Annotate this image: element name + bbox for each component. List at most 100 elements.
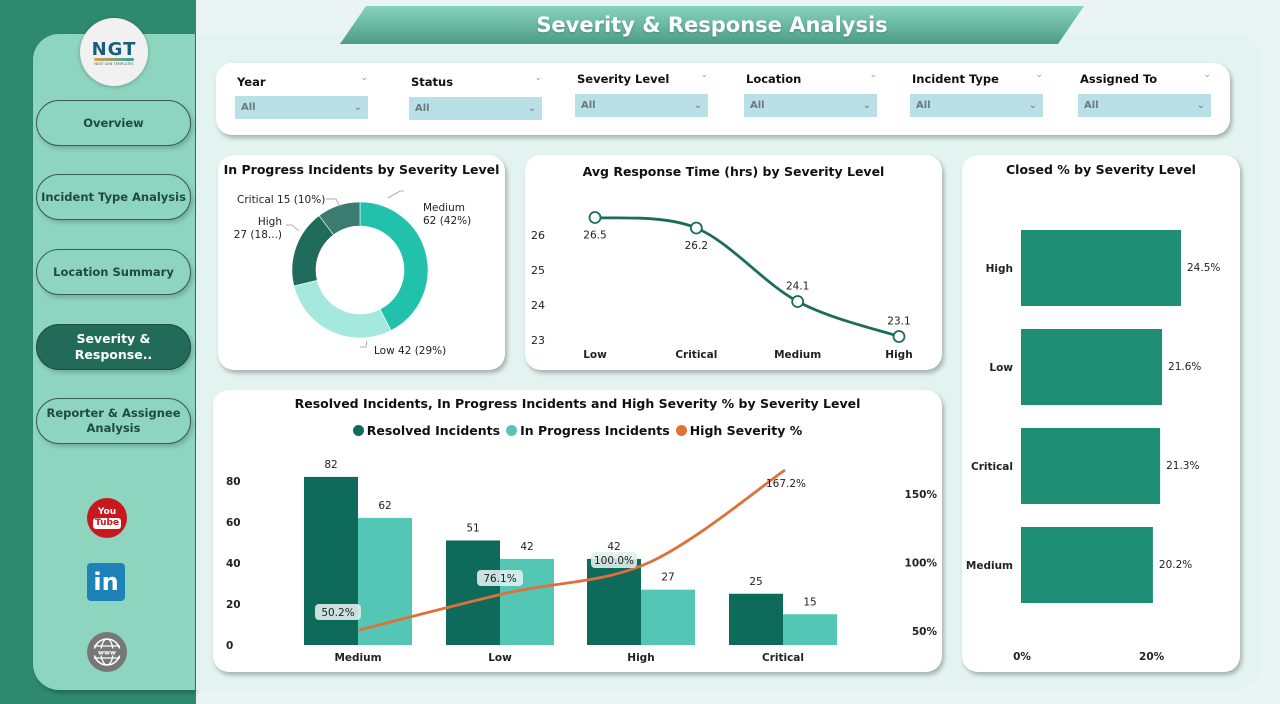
chevron-down-icon[interactable]: ⌄	[869, 70, 877, 80]
logo-subtitle: NEXT GEN TEMPLATES	[94, 61, 134, 66]
legend-item-resolved[interactable]: Resolved Incidents	[352, 423, 501, 438]
combo-line-data-label: 76.1%	[483, 573, 516, 585]
combo-x-tick: Critical	[762, 652, 804, 664]
filter-year-label: Year	[237, 75, 266, 89]
nav-overview-button[interactable]: Overview	[36, 100, 191, 146]
line-chart-title: Avg Response Time (hrs) by Severity Leve…	[582, 164, 885, 179]
line-data-label: 24.1	[786, 281, 809, 293]
globe-icon-text: www	[98, 649, 116, 657]
filter-status-dropdown[interactable]: All ⌄	[409, 97, 542, 120]
closed-data-label: 21.6%	[1168, 361, 1201, 373]
donut-slice-critical	[318, 201, 361, 236]
filter-location-dropdown[interactable]: All ⌄	[744, 94, 877, 117]
line-x-tick: High	[885, 349, 912, 361]
combo-bar-in-progress-critical	[783, 614, 837, 645]
filter-assigned-to-dropdown[interactable]: All ⌄	[1078, 94, 1211, 117]
logo-text: NGT	[91, 38, 137, 60]
legend-label: High Severity %	[689, 423, 803, 438]
filter-status-label: Status	[411, 75, 454, 89]
closed-data-label: 20.2%	[1159, 559, 1192, 571]
combo-chart: 0 20 40 60 80 50% 100% 150% 82 62 Medium 51 42 Low 42 2…	[226, 459, 938, 664]
combo-y-right-tick: 100%	[905, 558, 938, 570]
donut-data-label-low: Low 42 (29%)	[374, 345, 446, 357]
combo-data-label-in-progress: 27	[661, 572, 674, 584]
legend-item-in-progress[interactable]: In Progress Incidents	[506, 423, 670, 438]
filter-status-value: All	[415, 103, 430, 114]
website-globe-icon[interactable]: www	[87, 632, 127, 672]
line-x-tick: Medium	[774, 349, 821, 361]
combo-data-label-in-progress: 62	[378, 500, 391, 512]
chevron-down-icon[interactable]: ⌄	[534, 73, 542, 83]
donut-slice-low	[293, 279, 392, 339]
combo-line-label-bg	[315, 604, 361, 620]
youtube-icon[interactable]: You Tube	[87, 498, 127, 538]
youtube-icon-text-top: You	[97, 506, 117, 517]
nav-reporter-assignee-button[interactable]: Reporter & Assignee Analysis	[36, 398, 191, 444]
legend-item-high-severity[interactable]: High Severity %	[675, 423, 803, 438]
line-point-medium	[791, 295, 805, 308]
closed-bar-low	[1021, 329, 1163, 405]
closed-data-label: 24.5%	[1187, 262, 1220, 274]
filter-year-dropdown[interactable]: All ⌄	[235, 96, 368, 119]
donut-slice-medium	[359, 201, 429, 331]
combo-x-tick: High	[627, 652, 654, 664]
nav-severity-response-button[interactable]: Severity & Response..	[36, 324, 191, 370]
donut-leader-line-critical	[326, 198, 341, 208]
chevron-down-icon[interactable]: ⌄	[1035, 70, 1043, 80]
logo-swoosh	[94, 57, 134, 61]
filter-location-value: All	[750, 100, 765, 111]
closed-bar-critical	[1021, 428, 1161, 504]
combo-y-left-tick: 20	[226, 599, 241, 611]
chevron-down-icon[interactable]: ⌄	[1203, 70, 1211, 80]
line-data-label: 26.2	[685, 240, 708, 252]
line-y-tick: 25	[531, 264, 545, 277]
linkedin-icon-text: in	[93, 568, 119, 596]
closed-data-label: 21.3%	[1166, 460, 1199, 472]
legend-label: Resolved Incidents	[366, 423, 501, 438]
filter-incident-type-value: All	[916, 100, 931, 111]
line-x-tick: Low	[583, 349, 607, 361]
combo-bar-in-progress-medium	[358, 517, 412, 645]
closed-y-tick: Low	[989, 362, 1013, 374]
filter-assigned-to-label: Assigned To	[1080, 72, 1158, 86]
combo-chart-title: Resolved Incidents, In Progress Incident…	[294, 396, 861, 411]
combo-y-left-tick: 80	[226, 476, 241, 488]
logo[interactable]: NGT NEXT GEN TEMPLATES	[80, 18, 148, 86]
nav-incident-type-analysis-button[interactable]: Incident Type Analysis	[36, 174, 191, 220]
combo-x-tick: Medium	[334, 652, 381, 664]
chevron-down-icon[interactable]: ⌄	[360, 73, 368, 83]
combo-y-left-tick: 40	[226, 558, 241, 570]
combo-line-high-severity	[358, 468, 786, 632]
legend-dot-icon	[675, 425, 687, 436]
chevron-down-icon: ⌄	[1196, 100, 1205, 111]
donut-chart-title: In Progress Incidents by Severity Level	[223, 162, 500, 177]
chevron-down-icon[interactable]: ⌄	[700, 70, 708, 80]
closed-bar-chart: High 24.5% Low 21.6% Critical 21.3% Medium 20.2…	[966, 230, 1220, 663]
line-point-critical	[689, 221, 703, 235]
donut-data-label-medium: Medium	[423, 202, 465, 214]
chevron-down-icon: ⌄	[527, 103, 536, 114]
combo-data-label-resolved: 51	[466, 522, 479, 534]
nav-location-summary-button[interactable]: Location Summary	[36, 249, 191, 295]
line-data-label: 23.1	[887, 316, 910, 328]
combo-line-label-bg	[477, 570, 523, 586]
linkedin-icon[interactable]: in	[87, 563, 125, 601]
line-point-high	[892, 330, 906, 343]
line-y-tick: 26	[531, 229, 545, 242]
combo-y-left-tick: 60	[226, 517, 241, 529]
chevron-down-icon: ⌄	[862, 100, 871, 111]
resolved-inprogress-combo-card: Resolved Incidents, In Progress Incident…	[213, 390, 942, 672]
combo-bar-resolved-low	[446, 540, 500, 645]
filter-location-label: Location	[746, 72, 802, 86]
donut-data-label-high: 27 (18...)	[234, 229, 282, 241]
combo-line-data-label: 100.0%	[594, 555, 634, 567]
closed-percent-card: Closed % by Severity Level High 24.5% Low 2…	[962, 155, 1240, 672]
combo-data-label-resolved: 42	[607, 541, 620, 553]
filter-severity-level-dropdown[interactable]: All ⌄	[575, 94, 708, 117]
donut-leader-line-medium	[387, 190, 404, 199]
combo-y-right-tick: 150%	[905, 489, 938, 501]
filter-incident-type-dropdown[interactable]: All ⌄	[910, 94, 1043, 117]
chevron-down-icon: ⌄	[693, 100, 702, 111]
chevron-down-icon: ⌄	[353, 102, 362, 113]
line-y-tick: 23	[531, 334, 545, 347]
